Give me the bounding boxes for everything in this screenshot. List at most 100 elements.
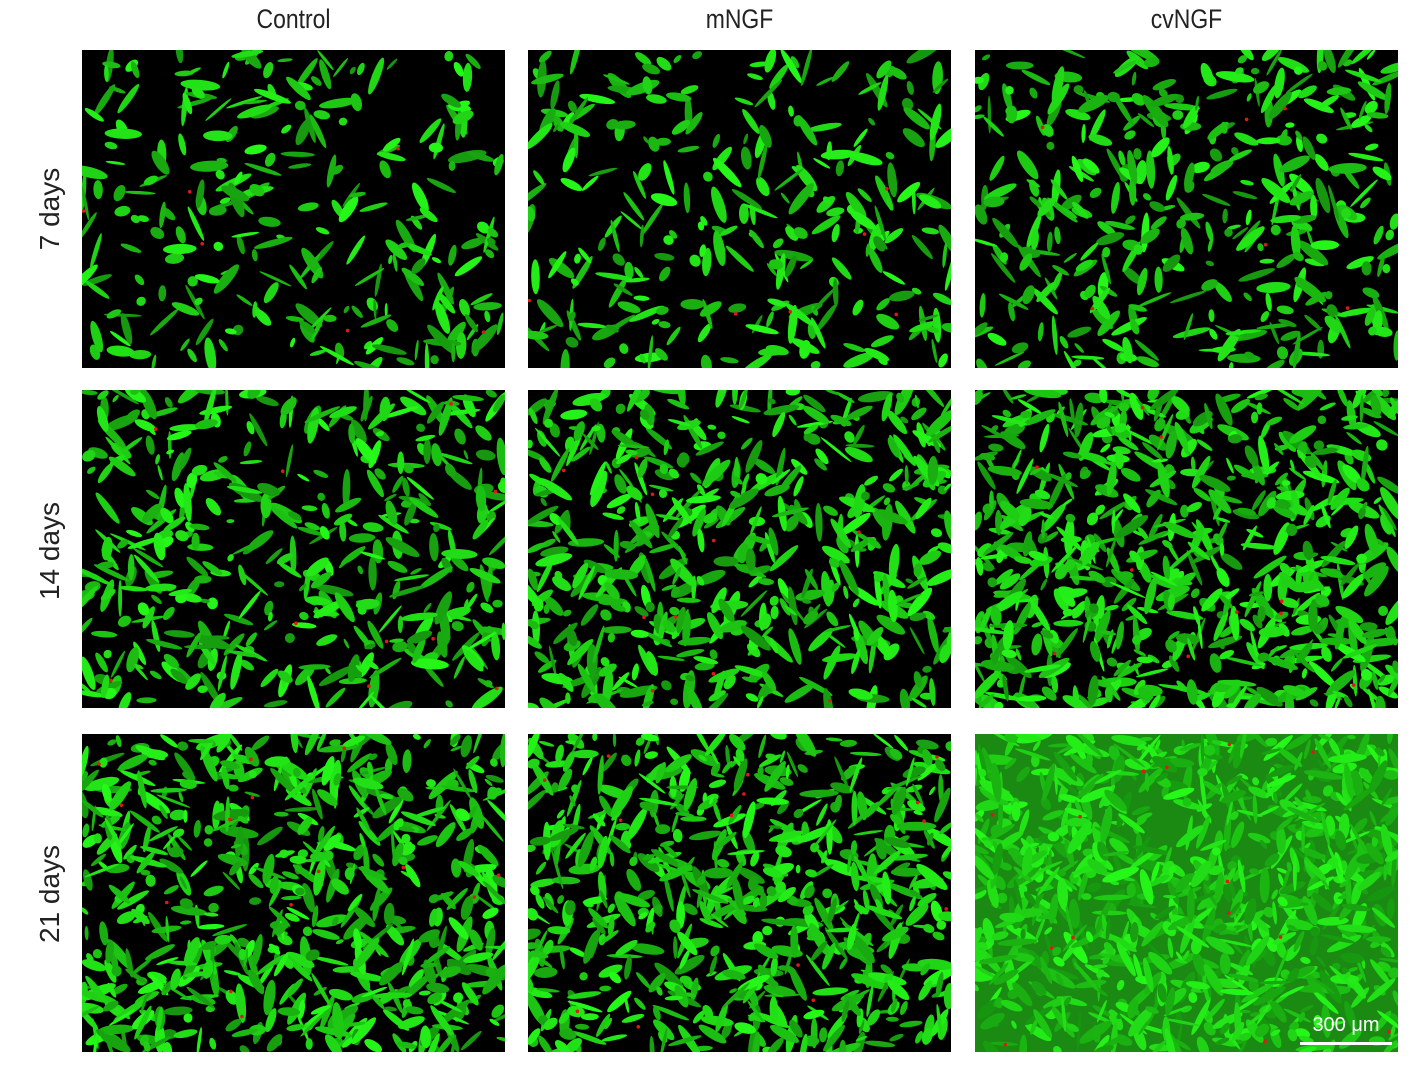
live-cell bbox=[543, 604, 550, 614]
live-cell bbox=[1002, 409, 1012, 418]
live-cell bbox=[103, 649, 112, 659]
live-cell bbox=[82, 769, 99, 797]
live-cell bbox=[329, 739, 341, 747]
live-cell bbox=[886, 410, 908, 435]
live-cell bbox=[1237, 50, 1254, 61]
live-cell bbox=[260, 493, 272, 519]
live-cell bbox=[853, 626, 860, 642]
live-cell bbox=[676, 606, 686, 634]
live-cell bbox=[97, 390, 109, 400]
dead-cell bbox=[1186, 654, 1190, 659]
live-cell bbox=[1029, 467, 1042, 476]
live-cell bbox=[788, 105, 794, 117]
live-cell bbox=[194, 575, 212, 584]
live-cell bbox=[1217, 328, 1241, 362]
live-cell bbox=[450, 745, 463, 752]
live-cell bbox=[757, 143, 768, 180]
live-cell bbox=[850, 840, 858, 855]
live-cell bbox=[108, 456, 136, 477]
live-cell bbox=[823, 1024, 845, 1052]
live-cell bbox=[528, 928, 541, 941]
live-cell bbox=[296, 58, 318, 87]
live-cell bbox=[1062, 608, 1074, 617]
live-cell bbox=[716, 886, 734, 896]
live-cell bbox=[1345, 69, 1382, 83]
live-cell bbox=[854, 534, 860, 568]
live-cell bbox=[1150, 571, 1178, 587]
live-cell bbox=[1115, 515, 1149, 539]
live-cell bbox=[1040, 578, 1048, 591]
live-cell bbox=[309, 114, 327, 149]
live-cell bbox=[675, 812, 695, 817]
live-cell bbox=[1162, 539, 1173, 549]
live-cell bbox=[1335, 792, 1347, 806]
live-cell bbox=[593, 693, 619, 708]
live-cell bbox=[884, 837, 911, 848]
live-cell bbox=[318, 665, 355, 687]
live-cell bbox=[1352, 664, 1358, 697]
live-cell bbox=[975, 511, 983, 531]
live-cell bbox=[720, 357, 739, 364]
live-cell bbox=[1136, 356, 1159, 367]
live-cell bbox=[448, 917, 469, 940]
live-cell bbox=[759, 125, 772, 148]
live-cell bbox=[1183, 105, 1199, 129]
live-cell bbox=[342, 735, 366, 748]
live-cell bbox=[497, 481, 505, 494]
live-cell bbox=[1384, 849, 1398, 862]
live-cell bbox=[567, 1000, 603, 1013]
live-cell bbox=[802, 904, 814, 916]
live-cell bbox=[803, 394, 826, 413]
live-cell bbox=[565, 740, 578, 745]
live-cell bbox=[1163, 894, 1176, 899]
live-cell bbox=[1078, 95, 1109, 113]
live-cell bbox=[1137, 687, 1154, 700]
live-cell bbox=[667, 517, 684, 539]
live-cell bbox=[572, 256, 593, 289]
live-cell bbox=[1309, 699, 1319, 707]
live-cell bbox=[372, 853, 385, 867]
live-cell bbox=[786, 751, 799, 778]
live-cell bbox=[163, 243, 197, 255]
live-cell bbox=[1039, 423, 1050, 453]
live-cell bbox=[565, 900, 576, 916]
live-cell bbox=[1118, 813, 1145, 834]
live-cell bbox=[368, 556, 377, 591]
live-cell bbox=[989, 824, 1015, 840]
live-cell bbox=[159, 805, 168, 819]
live-cell bbox=[1127, 149, 1138, 185]
live-cell bbox=[1375, 695, 1386, 708]
live-cell bbox=[1181, 438, 1197, 458]
live-cell bbox=[1298, 1012, 1305, 1023]
live-cell bbox=[799, 789, 839, 798]
live-cell bbox=[780, 192, 790, 204]
live-cell bbox=[1388, 967, 1398, 979]
live-cell bbox=[1274, 67, 1285, 99]
live-cell bbox=[426, 779, 436, 788]
live-cell bbox=[991, 931, 1009, 941]
live-cell bbox=[843, 585, 849, 599]
live-cell bbox=[601, 752, 617, 773]
live-cell bbox=[748, 876, 759, 891]
live-cell bbox=[1264, 853, 1280, 867]
live-cell bbox=[843, 343, 866, 352]
live-cell bbox=[1351, 50, 1380, 65]
live-cell bbox=[889, 748, 903, 760]
live-cell bbox=[1378, 605, 1389, 616]
live-cell bbox=[692, 1010, 705, 1024]
live-cell bbox=[1100, 443, 1111, 453]
live-cell bbox=[1290, 225, 1301, 259]
live-cell bbox=[989, 962, 1009, 985]
live-cell bbox=[979, 452, 996, 461]
live-cell bbox=[912, 783, 924, 806]
live-cell bbox=[1365, 143, 1379, 151]
dead-cell bbox=[634, 455, 639, 460]
live-cell bbox=[975, 984, 979, 992]
live-cell bbox=[364, 1039, 383, 1052]
live-cell bbox=[1286, 861, 1292, 872]
live-cell bbox=[742, 108, 760, 134]
live-cell bbox=[135, 745, 166, 761]
live-cell bbox=[984, 692, 1024, 701]
live-cell bbox=[1047, 83, 1070, 115]
dead-cell bbox=[606, 754, 611, 758]
